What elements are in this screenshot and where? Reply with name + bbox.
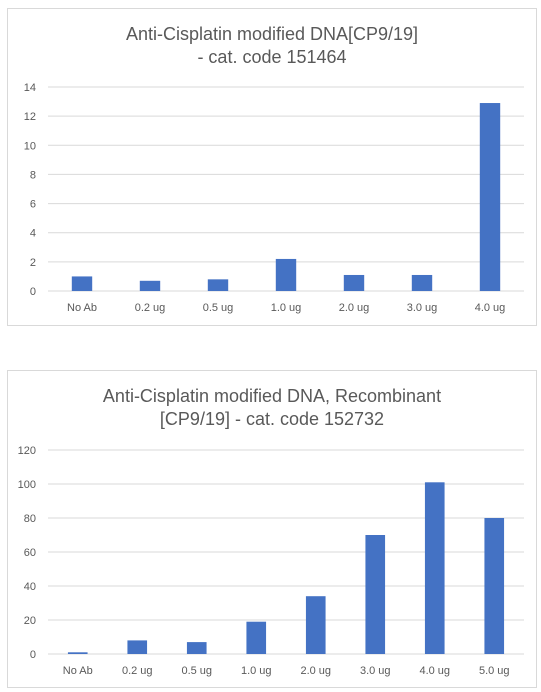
bar	[411, 274, 433, 291]
x-tick-label: 4.0 ug	[475, 302, 506, 314]
y-tick-label: 80	[24, 513, 36, 525]
y-tick-label: 120	[18, 445, 36, 457]
bar	[246, 621, 267, 654]
x-tick-label: 1.0 ug	[271, 302, 302, 314]
chart-title-line-2: - cat. code 151464	[197, 47, 347, 67]
bar	[343, 274, 365, 291]
chart-title: Anti-Cisplatin modified DNA, Recombinant…	[8, 385, 536, 431]
chart-title: Anti-Cisplatin modified DNA[CP9/19] - ca…	[8, 23, 536, 69]
bar	[71, 276, 93, 291]
chart-title-line-1: Anti-Cisplatin modified DNA[CP9/19]	[125, 24, 419, 44]
y-tick-label: 20	[24, 615, 36, 627]
x-tick-label: 2.0 ug	[339, 302, 370, 314]
y-tick-label: 12	[24, 111, 36, 123]
x-tick-label: 5.0 ug	[479, 665, 510, 677]
y-tick-label: 4	[30, 228, 36, 240]
chart-title-line-1: Anti-Cisplatin modified DNA, Recombinant	[102, 386, 442, 406]
bar	[207, 279, 229, 291]
bar	[127, 640, 148, 654]
x-tick-label: 1.0 ug	[241, 665, 272, 677]
chart-plot-area: 0 20 40 60 80 100 120 No Ab 0.2 ug 0.5 ug 1.0 ug 2.…	[18, 445, 524, 677]
x-tick-label: 0.5 ug	[181, 665, 212, 677]
x-tick-label: No Ab	[67, 302, 97, 314]
x-tick-label: 0.2 ug	[135, 302, 166, 314]
chart-cp9-19-151464: Anti-Cisplatin modified DNA[CP9/19] - ca…	[7, 8, 537, 326]
bar	[484, 518, 505, 654]
bar	[305, 596, 326, 654]
y-tick-label: 6	[30, 199, 36, 211]
x-tick-label: 3.0 ug	[360, 665, 391, 677]
y-tick-label: 0	[30, 649, 36, 661]
x-tick-label: 0.5 ug	[203, 302, 234, 314]
y-tick-label: 2	[30, 257, 36, 269]
chart-title-line-2: [CP9/19] - cat. code 152732	[159, 409, 385, 429]
y-tick-label: 60	[24, 547, 36, 559]
bar	[139, 280, 161, 291]
y-tick-label: 14	[24, 82, 36, 94]
x-tick-label: 0.2 ug	[122, 665, 153, 677]
chart-recombinant-cp9-19-152732: Anti-Cisplatin modified DNA, Recombinant…	[7, 370, 537, 688]
x-tick-label: 2.0 ug	[300, 665, 331, 677]
x-tick-label: 4.0 ug	[419, 665, 450, 677]
bar	[424, 482, 445, 654]
y-tick-label: 40	[24, 581, 36, 593]
x-tick-label: 3.0 ug	[407, 302, 438, 314]
y-tick-label: 100	[18, 479, 36, 491]
bar	[275, 258, 297, 291]
y-tick-label: 0	[30, 286, 36, 298]
y-tick-label: 8	[30, 169, 36, 181]
chart-plot-area: 0 2 4 6 8 10 12 14 No Ab 0.2 ug 0.5 ug 1.0 ug 2.0 ug…	[24, 82, 524, 314]
x-tick-label: No Ab	[63, 665, 93, 677]
bar	[186, 642, 207, 654]
bar	[67, 652, 88, 654]
y-tick-label: 10	[24, 140, 36, 152]
bar	[479, 103, 501, 292]
bar	[365, 535, 386, 654]
